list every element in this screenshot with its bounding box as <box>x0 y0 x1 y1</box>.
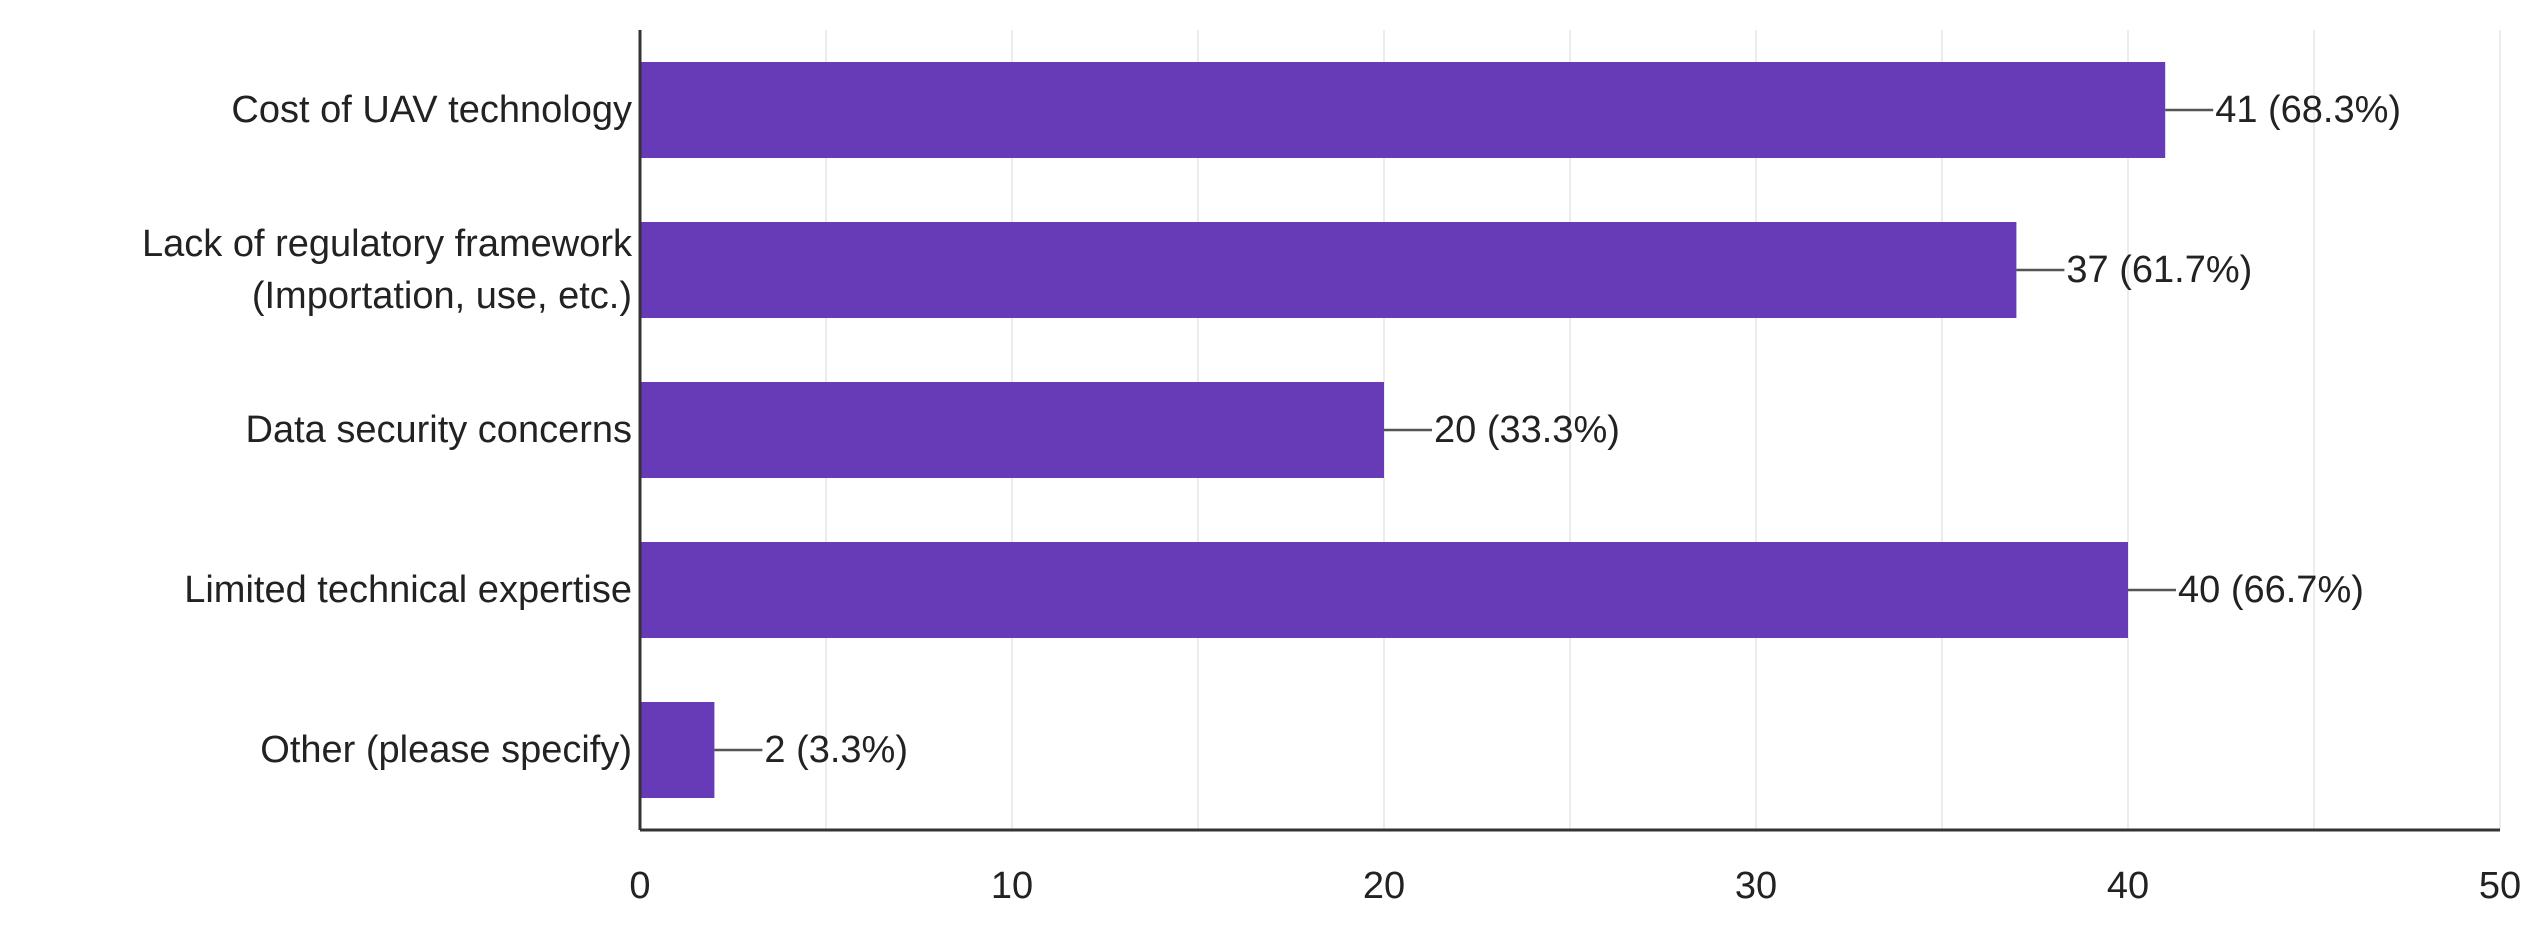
category-label-line: Limited technical expertise <box>184 569 632 611</box>
x-tick-label: 0 <box>629 865 650 907</box>
category-label: Other (please specify) <box>260 729 632 771</box>
x-tick-label: 50 <box>2479 865 2521 907</box>
x-tick-label: 20 <box>1363 865 1405 907</box>
category-label-line: Data security concerns <box>246 409 633 451</box>
data-label: 41 (68.3%) <box>2215 89 2401 131</box>
category-label-line: Lack of regulatory framework <box>142 223 633 265</box>
bar <box>640 222 2017 318</box>
data-label: 40 (66.7%) <box>2178 569 2364 611</box>
category-label: Data security concerns <box>246 409 633 451</box>
axes: 0 10 20 30 40 50 <box>629 30 2521 907</box>
gridlines <box>825 30 2501 830</box>
data-label: 20 (33.3%) <box>1434 409 1620 451</box>
category-label: Lack of regulatory framework (Importation… <box>142 223 633 317</box>
x-tick-label: 10 <box>991 865 1033 907</box>
bar <box>640 62 2166 158</box>
bar <box>640 702 715 798</box>
category-label-line: (Importation, use, etc.) <box>252 275 632 317</box>
bar <box>640 542 2128 638</box>
bar <box>640 382 1384 478</box>
category-label-line: Cost of UAV technology <box>231 89 632 131</box>
data-label: 37 (61.7%) <box>2066 249 2252 291</box>
bars <box>640 62 2166 798</box>
data-label: 2 (3.3%) <box>764 729 908 771</box>
x-tick-label: 40 <box>2107 865 2149 907</box>
labels: 41 (68.3%) Cost of UAV technology 37 (61.7… <box>142 89 2401 771</box>
x-tick-label: 30 <box>1735 865 1777 907</box>
category-label-line: Other (please specify) <box>260 729 632 771</box>
category-label: Cost of UAV technology <box>231 89 632 131</box>
category-label: Limited technical expertise <box>184 569 632 611</box>
